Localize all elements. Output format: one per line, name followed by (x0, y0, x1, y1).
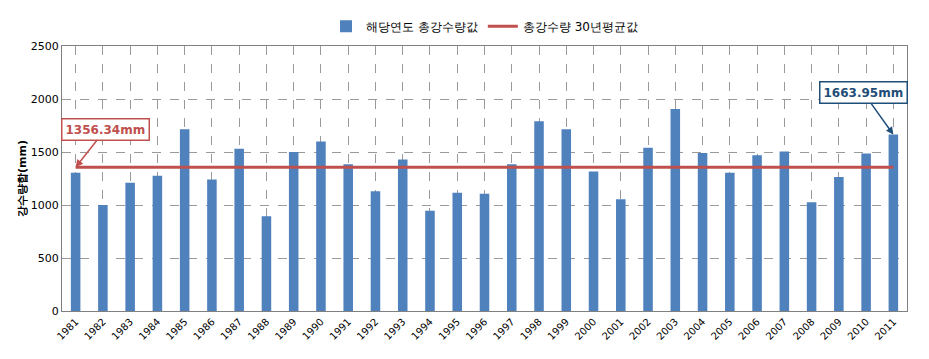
svg-text:1989: 1989 (273, 316, 299, 342)
svg-text:강수량합(mm): 강수량합(mm) (16, 140, 29, 217)
svg-text:1993: 1993 (382, 316, 408, 342)
svg-text:1983: 1983 (109, 316, 135, 342)
svg-text:총강수량 30년평균값: 총강수량 30년평균값 (523, 20, 638, 34)
svg-text:2000: 2000 (573, 316, 599, 342)
svg-text:1986: 1986 (191, 316, 217, 342)
svg-text:1000: 1000 (31, 199, 59, 212)
svg-text:2004: 2004 (682, 316, 708, 342)
svg-text:1984: 1984 (137, 316, 163, 342)
svg-text:1500: 1500 (31, 146, 59, 159)
svg-text:2006: 2006 (736, 316, 762, 342)
svg-text:1985: 1985 (164, 316, 190, 342)
svg-text:0: 0 (52, 305, 59, 318)
svg-text:2003: 2003 (654, 316, 680, 342)
svg-text:1997: 1997 (491, 316, 517, 342)
svg-text:2005: 2005 (709, 316, 735, 342)
svg-text:2002: 2002 (627, 316, 653, 342)
svg-text:1990: 1990 (300, 316, 326, 342)
svg-text:1998: 1998 (518, 316, 544, 342)
svg-text:1991: 1991 (327, 316, 353, 342)
svg-text:2500: 2500 (31, 40, 59, 53)
svg-text:1356.34mm: 1356.34mm (66, 123, 146, 137)
svg-text:2011: 2011 (873, 316, 899, 342)
svg-text:2000: 2000 (31, 93, 59, 106)
svg-text:해당연도 총강수량값: 해당연도 총강수량값 (366, 20, 478, 34)
svg-text:2008: 2008 (791, 316, 817, 342)
svg-text:1982: 1982 (82, 316, 108, 342)
svg-text:1987: 1987 (218, 316, 244, 342)
svg-text:2010: 2010 (845, 316, 871, 342)
svg-text:2001: 2001 (600, 316, 626, 342)
svg-text:1663.95mm: 1663.95mm (824, 86, 904, 100)
svg-text:1996: 1996 (464, 316, 490, 342)
svg-text:1994: 1994 (409, 316, 435, 342)
svg-text:1995: 1995 (436, 316, 462, 342)
svg-text:2009: 2009 (818, 316, 844, 342)
svg-text:1988: 1988 (246, 316, 272, 342)
svg-text:1992: 1992 (355, 316, 381, 342)
svg-text:500: 500 (38, 252, 59, 265)
svg-text:2007: 2007 (764, 316, 790, 342)
svg-text:1999: 1999 (545, 316, 571, 342)
svg-text:1981: 1981 (55, 316, 81, 342)
